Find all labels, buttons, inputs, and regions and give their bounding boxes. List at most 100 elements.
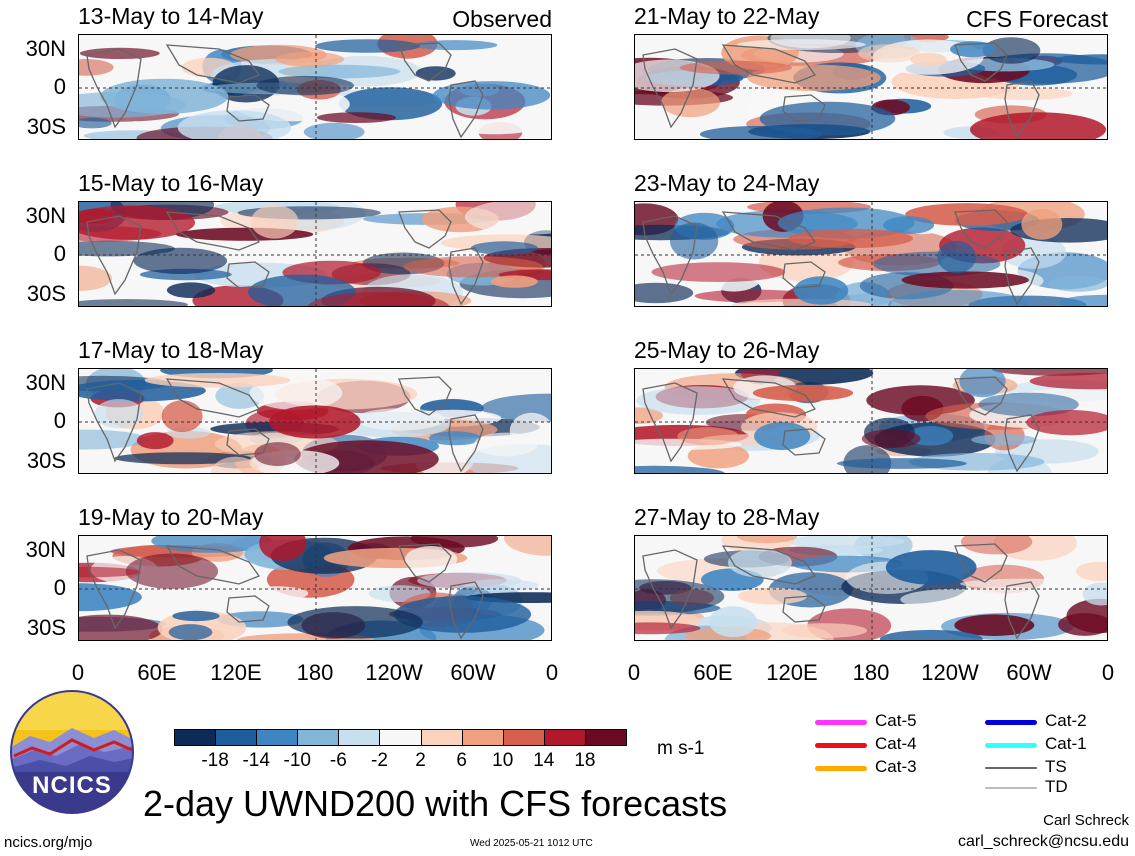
panel-title: 15-May to 16-May: [78, 170, 264, 196]
wind-anomaly-blob: [781, 623, 867, 638]
colorbar-swatch: [502, 729, 545, 746]
continent-outline: [721, 378, 817, 418]
wind-anomaly-blob: [687, 443, 750, 469]
footer-email[interactable]: carl_schreck@ncsu.edu: [958, 833, 1129, 850]
legend-line-cat-2: [985, 720, 1037, 725]
continent-outline: [86, 48, 142, 129]
continent-outline: [1004, 247, 1040, 306]
wind-anomaly-blob: [635, 622, 701, 635]
continent-outline: [642, 382, 698, 463]
wind-anomaly-blob: [415, 66, 456, 81]
continent-outline: [954, 42, 1008, 82]
wind-anomaly-blob: [794, 276, 849, 305]
continent-outline: [448, 80, 484, 139]
wind-anomaly-blob: [79, 117, 112, 129]
legend-line-ts: [985, 767, 1037, 769]
legend-label: Cat-2: [1045, 711, 1087, 730]
continent-outline: [86, 382, 142, 463]
wind-anomaly-blob: [651, 262, 786, 282]
wind-anomaly-blob: [752, 384, 854, 402]
lon-tick-label: 180: [296, 660, 334, 685]
continent-outline: [86, 549, 142, 630]
colorbar-tick-label: -14: [242, 750, 270, 771]
main-title: 2-day UWND200 with CFS forecasts: [143, 783, 728, 824]
continent-outline: [721, 211, 817, 251]
colorbar-units: m s-1: [657, 738, 705, 759]
wind-anomaly-blob: [79, 265, 112, 291]
wind-anomaly-blob: [709, 606, 757, 638]
lon-tick-label: 120W: [921, 660, 979, 685]
wind-anomaly-blob: [254, 442, 301, 467]
footer-author: Carl Schreck: [1043, 812, 1129, 829]
wind-anomaly-blob: [177, 110, 292, 139]
wind-anomaly-blob: [315, 39, 421, 53]
legend-line-cat-3: [815, 766, 867, 771]
legend-line-cat-4: [815, 743, 867, 748]
colorbar-tick-label: 18: [574, 750, 596, 771]
wind-anomaly-blob: [784, 536, 905, 548]
wind-anomaly-blob: [168, 624, 213, 640]
footer-link[interactable]: ncics.org/mjo: [4, 834, 93, 851]
continent-outline: [165, 211, 261, 251]
wind-anomaly-blob: [754, 422, 811, 451]
wind-anomaly-blob: [1021, 208, 1063, 240]
wind-anomaly-blob: [166, 282, 216, 298]
wind-anomaly-blob: [151, 536, 272, 553]
continent-outline: [954, 209, 1008, 249]
wind-anomaly-blob: [679, 60, 792, 75]
wind-anomaly-blob: [470, 241, 538, 255]
wind-anomaly-blob: [1026, 410, 1107, 436]
wind-anomaly-blob: [462, 579, 539, 592]
wind-anomaly-blob: [144, 373, 291, 388]
continent-outline: [398, 42, 452, 82]
wind-anomaly-blob: [636, 386, 761, 415]
wind-anomaly-blob: [635, 465, 725, 473]
wind-anomaly-blob: [836, 458, 967, 469]
colorbar-swatch: [297, 729, 340, 746]
panel-title: 19-May to 20-May: [78, 504, 264, 530]
map-panel: [634, 368, 1108, 474]
wind-anomaly-blob: [885, 550, 977, 585]
wind-anomaly-blob: [259, 536, 307, 561]
ncics-logo: NCICS: [10, 690, 134, 814]
legend-label: Cat-4: [875, 734, 917, 753]
continent-outline: [165, 44, 261, 84]
wind-anomaly-blob: [982, 37, 1041, 64]
lon-tick-label: 120W: [365, 660, 423, 685]
panel-title: 17-May to 18-May: [78, 337, 264, 363]
wind-anomaly-blob: [759, 101, 896, 136]
lon-tick-label: 60E: [693, 660, 733, 685]
wind-anomaly-blob: [275, 51, 344, 67]
legend-label: Cat-5: [875, 711, 917, 730]
continent-outline: [782, 595, 826, 623]
panel-title: 23-May to 24-May: [634, 170, 820, 196]
wind-anomaly-blob: [432, 81, 551, 110]
wind-anomaly-blob: [412, 40, 498, 51]
continent-outline: [226, 595, 270, 623]
lat-tick-label: 30N: [25, 370, 66, 395]
colorbar-swatch: [215, 729, 258, 746]
wind-anomaly-blob: [307, 291, 450, 306]
wind-anomaly-blob: [635, 282, 694, 304]
wind-anomaly-blob: [1048, 275, 1107, 292]
panel-title: 13-May to 14-May: [78, 3, 264, 29]
panel-title: 25-May to 26-May: [634, 337, 820, 363]
continent-outline: [165, 378, 261, 418]
wind-anomaly-blob: [937, 240, 976, 274]
wind-anomaly-blob: [788, 228, 914, 249]
wind-anomaly-blob: [1054, 54, 1107, 65]
wind-anomaly-blob: [79, 92, 186, 118]
wind-anomaly-blob: [161, 400, 203, 433]
colorbar-tick-label: -18: [201, 750, 229, 771]
continent-outline: [721, 545, 817, 585]
continent-outline: [642, 549, 698, 630]
colorbar-swatch: [256, 729, 299, 746]
wind-anomaly-blob: [901, 271, 1029, 289]
continent-outline: [782, 94, 826, 122]
lon-tick-label: 60W: [1006, 660, 1052, 685]
wind-anomaly-blob: [1029, 372, 1107, 390]
legend-label: Cat-3: [875, 757, 917, 776]
wind-anomaly-blob: [971, 434, 1037, 446]
continent-outline: [226, 428, 270, 456]
map-panel: [78, 201, 552, 307]
